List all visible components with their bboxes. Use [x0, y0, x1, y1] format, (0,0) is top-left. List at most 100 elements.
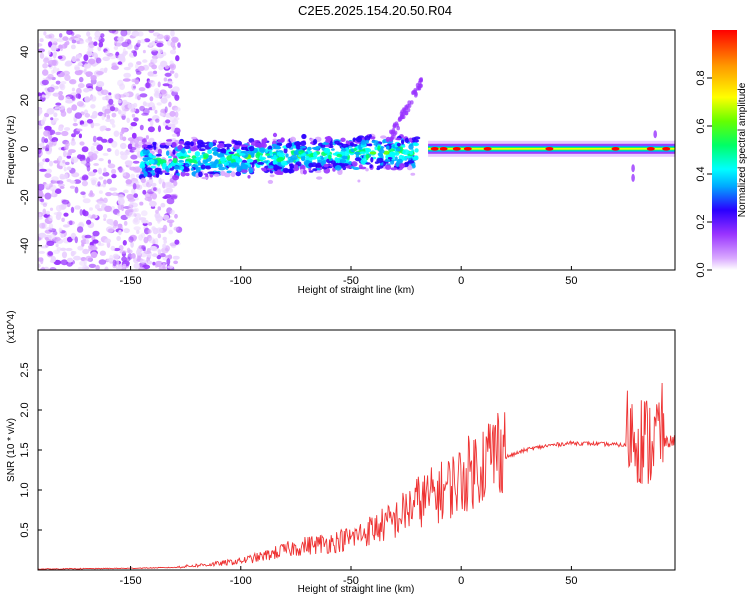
- noise-blob: [38, 183, 45, 191]
- band-blob: [254, 142, 261, 148]
- band-blob: [161, 170, 167, 173]
- band-blob: [202, 159, 208, 165]
- band-blob: [376, 157, 384, 164]
- noise-blob: [94, 36, 102, 41]
- band-blob: [146, 173, 153, 178]
- band-blob: [217, 163, 223, 168]
- noise-blob: [117, 99, 122, 104]
- noise-blob: [117, 36, 122, 42]
- noise-blob: [163, 239, 167, 244]
- noise-blob: [59, 33, 63, 38]
- noise-blob: [71, 133, 76, 138]
- noise-blob: [124, 160, 133, 166]
- noise-blob: [130, 154, 138, 160]
- noise-blob: [42, 116, 47, 122]
- noise-blob: [45, 34, 52, 39]
- band-blob: [155, 173, 160, 178]
- noise-blob: [162, 181, 166, 189]
- noise-blob: [131, 188, 136, 195]
- noise-blob: [55, 102, 62, 106]
- noise-blob: [145, 135, 149, 140]
- noise-blob: [170, 195, 178, 200]
- band-blob: [352, 167, 360, 170]
- noise-blob: [174, 94, 180, 101]
- noise-blob: [69, 185, 76, 189]
- noise-blob: [158, 177, 162, 185]
- noise-blob: [86, 50, 93, 57]
- band-blob: [343, 150, 350, 156]
- noise-blob: [127, 103, 136, 110]
- band-blob: [240, 169, 248, 173]
- noise-blob: [104, 238, 112, 244]
- peak-blob: [611, 147, 620, 151]
- noise-blob: [132, 183, 137, 190]
- noise-blob: [108, 98, 114, 105]
- noise-blob: [151, 105, 156, 111]
- band-blob: [207, 171, 215, 174]
- noise-blob: [123, 66, 131, 71]
- band-blob: [411, 137, 416, 141]
- noise-blob: [111, 168, 117, 175]
- noise-blob: [41, 79, 49, 86]
- noise-blob: [49, 233, 56, 240]
- peak-blob: [452, 147, 461, 151]
- noise-blob: [169, 70, 175, 74]
- band-blob: [213, 173, 220, 177]
- streak-blob: [413, 89, 417, 95]
- band-blob: [341, 155, 348, 160]
- noise-blob: [39, 52, 45, 59]
- band-blob: [412, 156, 417, 160]
- band-blob: [359, 151, 367, 155]
- band-blob: [380, 135, 387, 139]
- noise-blob: [52, 119, 58, 123]
- band-blob: [240, 162, 245, 168]
- noise-blob: [61, 217, 65, 222]
- noise-blob: [54, 105, 59, 110]
- band-blob: [316, 176, 323, 180]
- band-blob: [384, 159, 391, 162]
- band-blob: [258, 156, 267, 161]
- noise-blob: [106, 148, 112, 152]
- noise-blob: [109, 254, 113, 261]
- noise-blob: [78, 133, 82, 139]
- band-blob: [169, 167, 174, 171]
- noise-blob: [162, 224, 168, 232]
- noise-blob: [147, 229, 152, 234]
- noise-blob: [70, 140, 76, 146]
- noise-blob: [148, 179, 153, 185]
- noise-blob: [63, 212, 69, 217]
- noise-blob: [108, 138, 114, 144]
- band-blob: [192, 138, 199, 142]
- y-tick-label: 0: [19, 146, 31, 152]
- band-blob: [293, 150, 301, 156]
- band-blob: [340, 137, 346, 142]
- band-blob: [369, 164, 373, 169]
- band-blob: [267, 149, 273, 152]
- snr-panel: -150 -100 -50 0 50 0.5 1.0 1.5 2.0 2.5 Height of…: [6, 310, 676, 595]
- noise-blob: [115, 40, 122, 47]
- noise-blob: [152, 253, 158, 258]
- noise-blob: [112, 259, 117, 267]
- noise-blob: [166, 219, 175, 224]
- noise-blob: [76, 54, 82, 59]
- noise-blob: [174, 111, 179, 118]
- band-blob: [289, 136, 296, 143]
- band-blob: [350, 166, 355, 169]
- noise-blob: [78, 221, 84, 226]
- noise-blob: [52, 92, 61, 97]
- noise-blob: [78, 76, 84, 83]
- x-tick-label: -100: [230, 275, 252, 287]
- noise-blob: [84, 63, 88, 71]
- noise-blob: [46, 210, 50, 215]
- noise-blob: [86, 119, 94, 124]
- noise-blob: [47, 91, 52, 97]
- band-blob: [171, 141, 177, 148]
- noise-blob: [51, 69, 55, 75]
- noise-blob: [38, 92, 42, 97]
- noise-blob: [50, 255, 56, 263]
- band-blob: [376, 167, 381, 171]
- noise-blob: [167, 123, 174, 128]
- band-blob: [155, 153, 162, 157]
- noise-blob: [160, 97, 168, 104]
- noise-blob: [66, 107, 73, 114]
